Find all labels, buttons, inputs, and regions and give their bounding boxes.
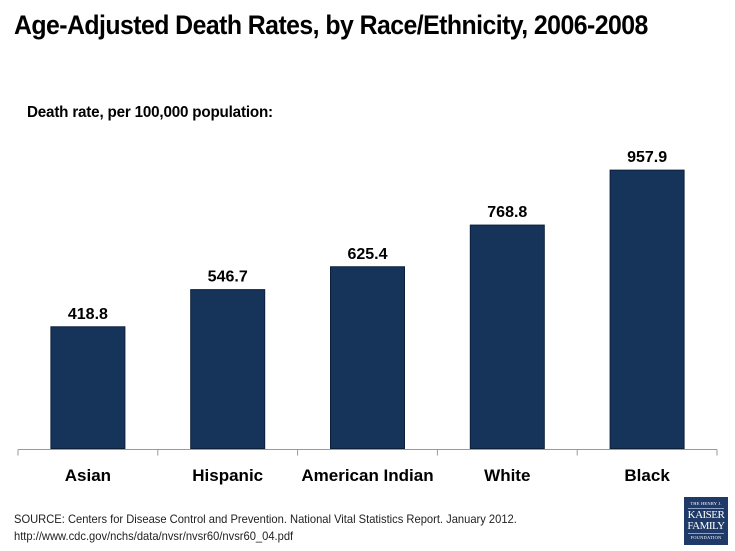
data-label: 418.8: [68, 306, 108, 323]
logo-divider: [688, 508, 724, 509]
bar-white: [469, 224, 545, 449]
source-citation: SOURCE: Centers for Disease Control and …: [14, 512, 517, 526]
logo-divider: [688, 533, 724, 534]
bar-american-indian: [330, 266, 405, 449]
bar-hispanic: [190, 289, 266, 449]
chart-title: Age-Adjusted Death Rates, by Race/Ethnic…: [14, 10, 648, 40]
category-label: Asian: [65, 466, 111, 485]
category-label: White: [484, 466, 530, 485]
data-label: 625.4: [347, 246, 387, 263]
source-note: SOURCE: Centers for Disease Control and …: [14, 511, 517, 545]
category-label: Hispanic: [192, 466, 263, 485]
bar-black: [609, 169, 685, 450]
bars-group: 418.8 546.7 625.4 768.8 957.9: [50, 149, 685, 450]
data-label: 768.8: [487, 204, 527, 221]
logo-line-3: FAMILY: [687, 520, 725, 532]
bar-asian: [50, 326, 126, 449]
category-label: American Indian: [301, 466, 433, 485]
source-url: http://www.cdc.gov/nchs/data/nvsr/nvsr60…: [14, 529, 294, 543]
x-axis: Asian Hispanic American Indian White Black: [17, 449, 718, 485]
category-label: Black: [624, 466, 670, 485]
logo-line-4: FOUNDATION: [690, 535, 722, 540]
data-label: 957.9: [627, 149, 667, 166]
kaiser-family-foundation-logo: THE HENRY J. KAISER FAMILY FOUNDATION: [684, 497, 728, 545]
axis-subtitle: Death rate, per 100,000 population:: [27, 104, 273, 121]
data-label: 546.7: [208, 269, 248, 286]
logo-line-2: KAISER: [687, 509, 725, 521]
logo-line-1: THE HENRY J.: [690, 501, 722, 506]
